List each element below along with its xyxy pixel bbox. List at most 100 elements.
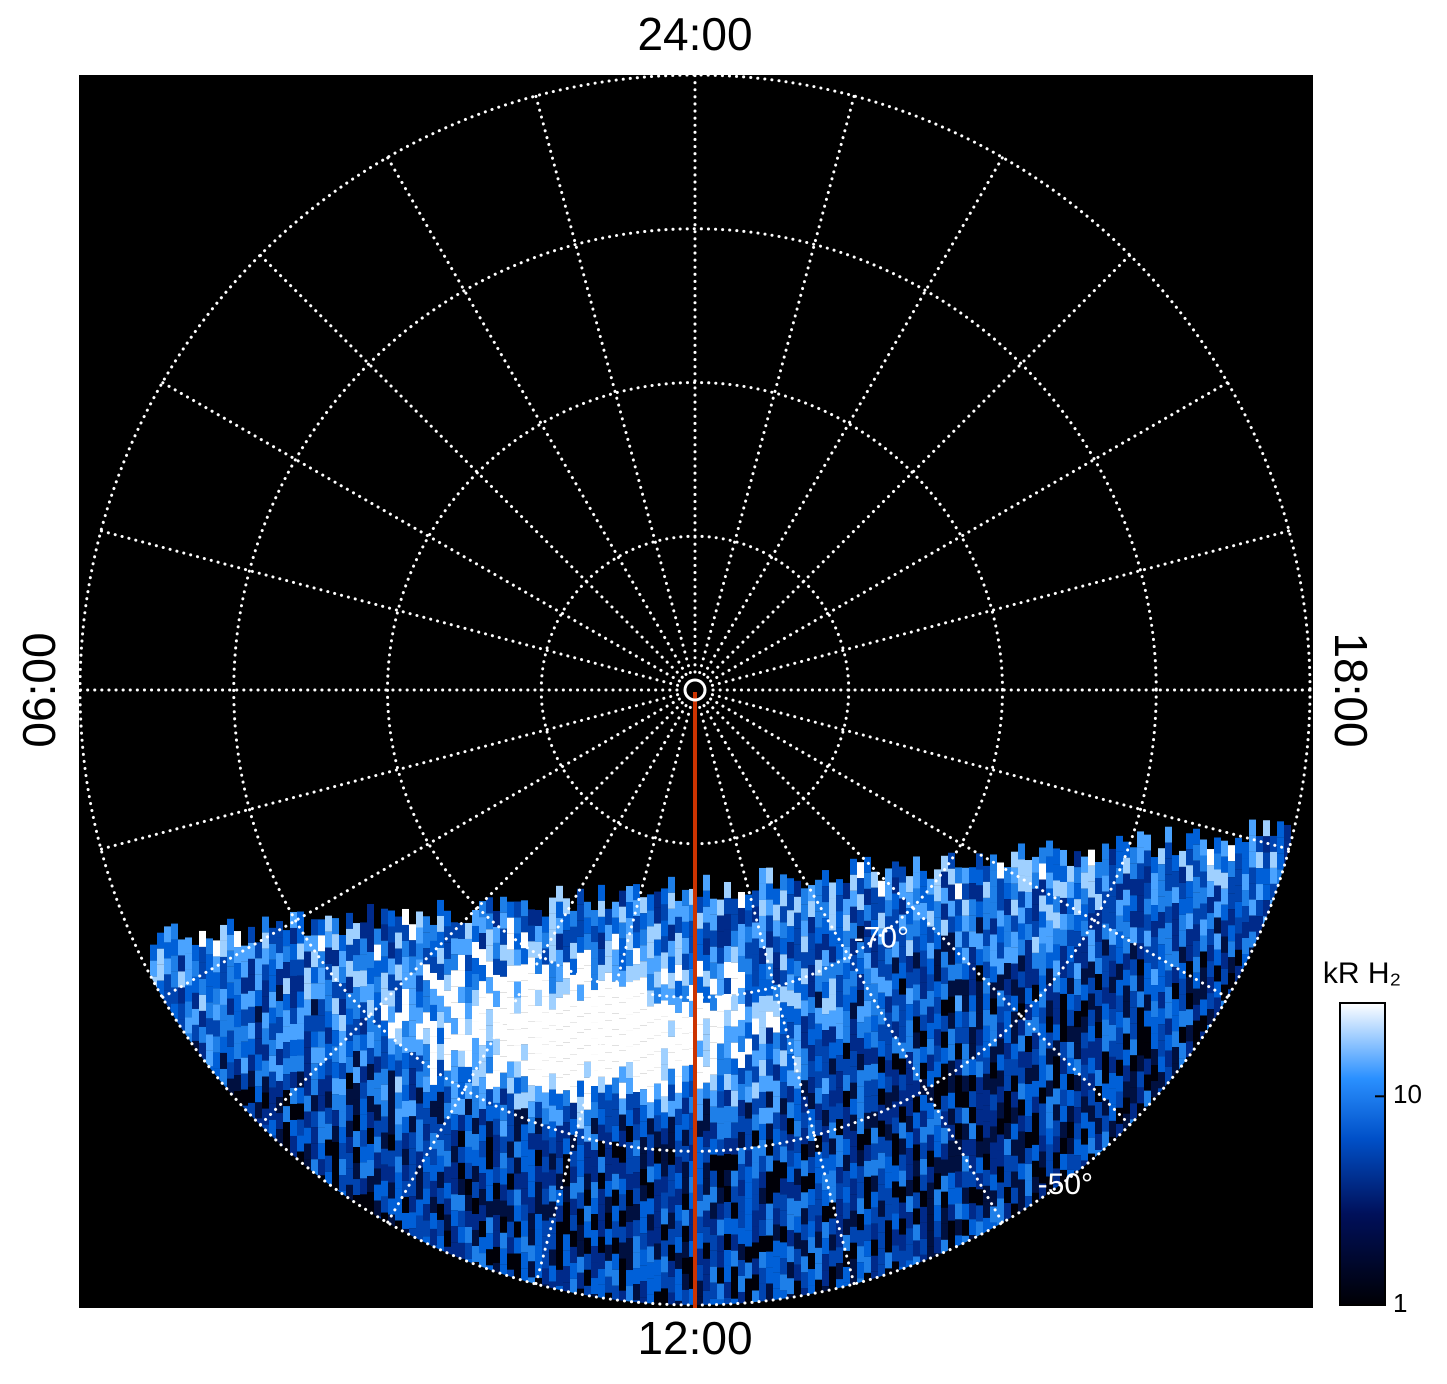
emission-pixel: [997, 958, 1004, 975]
emission-pixel: [738, 1211, 745, 1228]
emission-pixel: [787, 1198, 794, 1215]
emission-pixel: [906, 1068, 913, 1085]
emission-pixel: [1172, 1015, 1179, 1032]
emission-pixel: [458, 1018, 465, 1035]
emission-pixel: [395, 1076, 402, 1093]
emission-pixel: [745, 1102, 752, 1119]
emission-pixel: [913, 888, 920, 905]
emission-pixel: [479, 1109, 486, 1126]
emission-pixel: [220, 972, 227, 989]
emission-pixel: [780, 938, 787, 955]
emission-pixel: [1263, 820, 1270, 837]
emission-pixel: [745, 1086, 752, 1103]
emission-pixel: [1116, 1059, 1123, 1076]
emission-pixel: [948, 1028, 955, 1045]
emission-pixel: [297, 959, 304, 976]
emission-pixel: [794, 912, 801, 929]
emission-pixel: [1116, 931, 1123, 948]
emission-pixel: [171, 971, 178, 988]
emission-pixel: [311, 1079, 318, 1096]
emission-pixel: [1095, 973, 1102, 990]
local-time-label: 18:00: [1325, 632, 1377, 747]
emission-pixel: [304, 1143, 311, 1160]
emission-pixel: [1172, 1031, 1179, 1048]
emission-pixel: [976, 1125, 983, 1142]
emission-pixel: [948, 1236, 955, 1253]
emission-pixel: [626, 1030, 633, 1047]
emission-pixel: [948, 1044, 955, 1061]
emission-pixel: [969, 899, 976, 916]
emission-pixel: [696, 1184, 703, 1201]
emission-pixel: [521, 1172, 528, 1189]
emission-pixel: [710, 1026, 717, 1043]
emission-pixel: [1123, 969, 1130, 986]
emission-pixel: [1032, 1160, 1039, 1177]
emission-pixel: [521, 1060, 528, 1077]
emission-pixel: [920, 1238, 927, 1255]
emission-pixel: [934, 1173, 941, 1190]
emission-pixel: [815, 975, 822, 992]
emission-pixel: [647, 1278, 654, 1295]
emission-pixel: [437, 995, 444, 1012]
emission-pixel: [612, 1125, 619, 1142]
emission-pixel: [675, 1012, 682, 1029]
emission-pixel: [1186, 897, 1193, 914]
emission-pixel: [885, 996, 892, 1013]
emission-pixel: [955, 1203, 962, 1220]
emission-pixel: [479, 901, 486, 918]
emission-pixel: [346, 976, 353, 993]
emission-pixel: [1011, 1091, 1018, 1108]
emission-pixel: [1088, 993, 1095, 1010]
emission-pixel: [1221, 952, 1228, 969]
emission-pixel: [563, 1122, 570, 1139]
emission-pixel: [920, 1126, 927, 1143]
emission-pixel: [1018, 1307, 1025, 1323]
emission-pixel: [850, 1018, 857, 1035]
emission-pixel: [927, 926, 934, 943]
emission-pixel: [941, 1143, 948, 1160]
emission-pixel: [983, 945, 990, 962]
emission-pixel: [535, 1117, 542, 1134]
emission-pixel: [962, 899, 969, 916]
emission-pixel: [640, 913, 647, 930]
emission-pixel: [794, 1168, 801, 1185]
emission-pixel: [1130, 1103, 1137, 1120]
emission-pixel: [528, 1197, 535, 1214]
emission-pixel: [962, 1091, 969, 1108]
emission-pixel: [311, 935, 318, 952]
emission-pixel: [1095, 1117, 1102, 1134]
emission-pixel: [1004, 1027, 1011, 1044]
emission-pixel: [689, 1096, 696, 1113]
emission-pixel: [745, 1150, 752, 1167]
emission-pixel: [864, 1128, 871, 1145]
emission-pixel: [1032, 1176, 1039, 1193]
emission-pixel: [850, 1194, 857, 1211]
emission-pixel: [731, 1170, 738, 1187]
emission-pixel: [577, 968, 584, 985]
emission-pixel: [472, 1053, 479, 1070]
emission-pixel: [213, 972, 220, 989]
emission-pixel: [1144, 834, 1151, 851]
emission-pixel: [1011, 1171, 1018, 1188]
emission-pixel: [1249, 835, 1256, 852]
emission-pixel: [507, 1253, 514, 1270]
emission-pixel: [647, 1214, 654, 1231]
emission-pixel: [969, 1123, 976, 1140]
emission-pixel: [1046, 872, 1053, 889]
emission-pixel: [752, 1130, 759, 1147]
emission-pixel: [717, 1203, 724, 1220]
emission-pixel: [1067, 1073, 1074, 1090]
emission-pixel: [717, 1235, 724, 1252]
emission-pixel: [416, 1103, 423, 1120]
emission-pixel: [836, 895, 843, 912]
emission-pixel: [738, 1099, 745, 1116]
emission-pixel: [479, 1221, 486, 1238]
emission-pixel: [941, 935, 948, 952]
emission-pixel: [1151, 1065, 1158, 1082]
emission-pixel: [1039, 1119, 1046, 1136]
emission-pixel: [598, 916, 605, 933]
emission-pixel: [1263, 884, 1270, 901]
emission-pixel: [1039, 1023, 1046, 1040]
emission-pixel: [388, 1198, 395, 1215]
emission-pixel: [234, 1075, 241, 1092]
